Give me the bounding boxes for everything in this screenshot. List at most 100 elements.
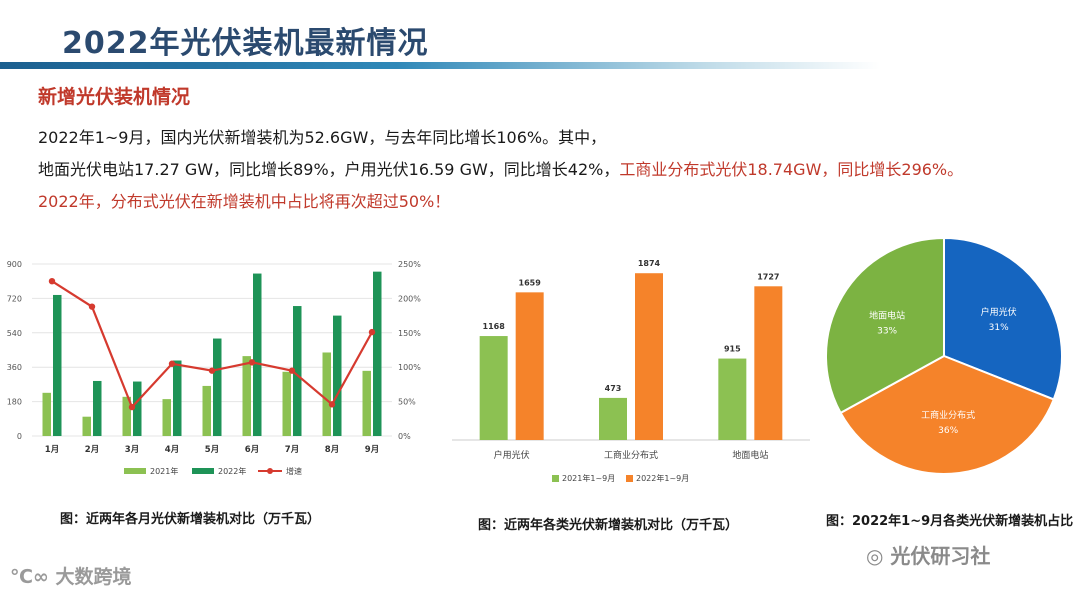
bar-2021 <box>82 416 91 436</box>
bar-2021 <box>362 370 371 436</box>
y-tick-label: 180 <box>7 398 22 407</box>
watermark-left-text: 大数跨境 <box>55 566 132 588</box>
bar-2022 <box>93 380 102 436</box>
data-label: 1727 <box>757 272 779 281</box>
x-tick-label: 工商业分布式 <box>604 449 658 461</box>
legend-swatch-2022 <box>192 468 214 474</box>
bar-2022 <box>373 271 382 436</box>
watermark-right: ◎ 光伏研习社 <box>866 540 990 569</box>
y2-tick-label: 50% <box>398 398 416 407</box>
growth-point <box>288 367 296 374</box>
section-heading: 新增光伏装机情况 <box>38 86 191 108</box>
slice-value: 31% <box>989 323 1009 333</box>
legend-label-2021: 2021年 <box>150 466 178 476</box>
summary-line-2-normal: 地面光伏电站17.27 GW，同比增长89%，户用光伏16.59 GW，同比增长… <box>38 160 620 179</box>
summary-line-3: 2022年，分布式光伏在新增装机中占比将再次超过50%！ <box>38 192 451 211</box>
bar-2021 <box>718 358 747 440</box>
pie-slice <box>839 354 1056 475</box>
slice-value: 33% <box>877 326 897 336</box>
growth-point <box>128 403 136 411</box>
growth-point <box>88 303 96 310</box>
pie-slice <box>825 238 945 415</box>
y2-tick-label: 250% <box>398 260 421 269</box>
legend-label-growth: 增速 <box>286 466 302 476</box>
growth-point <box>208 367 216 374</box>
chart3-caption: 图：2022年1~9月各类光伏新增装机占比 <box>826 514 1074 529</box>
growth-point <box>248 359 256 366</box>
bar-2022 <box>173 360 182 436</box>
watermark-left: ℃∞ 大数跨境 <box>10 562 131 589</box>
bar-2022 <box>53 294 62 436</box>
title-underline <box>0 62 880 69</box>
x-tick-label: 9月 <box>365 445 379 455</box>
summary-line-1: 2022年1~9月，国内光伏新增装机为52.6GW，与去年同比增长106%。其中… <box>38 128 607 147</box>
y2-tick-label: 100% <box>398 363 421 372</box>
watermark-right-text: 光伏研习社 <box>890 544 991 568</box>
data-label: 473 <box>605 384 622 393</box>
x-tick-label: 7月 <box>285 445 299 455</box>
bar-2021 <box>479 336 508 440</box>
data-label: 1659 <box>519 278 542 287</box>
x-tick-label: 8月 <box>325 445 339 455</box>
wechat-icon: ◎ <box>866 544 891 568</box>
growth-point <box>328 401 336 408</box>
summary-line-2-highlight: 工商业分布式光伏18.74GW，同比增长296%。 <box>619 160 964 179</box>
data-label: 1168 <box>483 322 506 331</box>
bar-2022 <box>293 306 302 436</box>
monthly-comparison-chart: 0 180 360 540 720 900 0% 50% 100% 150% 200% 250% 1月 2… <box>7 260 422 476</box>
legend-swatch-2021 <box>124 468 146 474</box>
bar-2021 <box>162 399 171 436</box>
bar-2022 <box>754 286 783 440</box>
legend-label-2022: 2022年1~9月 <box>636 473 689 483</box>
page-title: 2022年光伏装机最新情况 <box>62 26 429 61</box>
x-tick-label: 3月 <box>125 445 139 455</box>
y-tick-label: 0 <box>17 432 22 441</box>
y2-tick-label: 150% <box>398 329 421 338</box>
summary-line-2: 地面光伏电站17.27 GW，同比增长89%，户用光伏16.59 GW，同比增长… <box>38 160 1078 180</box>
y2-tick-label: 200% <box>398 294 421 303</box>
y-tick-label: 540 <box>7 329 22 338</box>
x-tick-label: 4月 <box>165 445 179 455</box>
legend-marker-growth <box>267 468 273 474</box>
share-pie-chart: 户用光伏 31% 工商业分布式 36% 地面电站 33% <box>825 238 1063 475</box>
growth-point <box>48 278 56 285</box>
legend-label-2021: 2021年1~9月 <box>562 473 615 483</box>
chart2-caption: 图：近两年各类光伏新增装机对比（万千瓦） <box>478 518 739 533</box>
bar-2022 <box>253 273 262 436</box>
bar-2022 <box>333 315 342 436</box>
bar-2022 <box>635 273 663 440</box>
y-tick-label: 720 <box>7 294 22 303</box>
bar-2021 <box>42 392 51 436</box>
data-label: 1874 <box>638 259 661 268</box>
bar-2021 <box>599 397 627 440</box>
bar-2022 <box>515 292 544 440</box>
x-tick-label: 6月 <box>245 445 259 455</box>
bar-2021 <box>322 352 331 436</box>
category-comparison-chart: 1168 1659 户用光伏 473 1874 工商业分布式 915 1727 地面电站 2021… <box>452 259 810 483</box>
x-tick-label: 地面电站 <box>732 449 768 461</box>
bar-2021 <box>282 371 291 436</box>
x-tick-label: 2月 <box>85 445 99 455</box>
watermark-logo-icon: ℃∞ <box>10 566 56 588</box>
slice-label: 户用光伏 <box>981 306 1017 318</box>
slice-label: 工商业分布式 <box>921 409 975 421</box>
bar-2021 <box>202 385 211 436</box>
pie-slice <box>943 238 1063 401</box>
x-tick-label: 5月 <box>205 445 219 455</box>
slice-label: 地面电站 <box>869 309 905 321</box>
legend-swatch-2021 <box>552 475 559 482</box>
bar-2022 <box>133 381 142 436</box>
y2-tick-label: 0% <box>398 432 411 441</box>
legend-swatch-2022 <box>626 475 633 482</box>
growth-point <box>368 328 376 336</box>
y-tick-label: 360 <box>7 363 22 372</box>
data-label: 915 <box>724 345 741 354</box>
legend-label-2022: 2022年 <box>218 466 246 476</box>
bar-2021 <box>122 396 131 436</box>
y-tick-label: 900 <box>7 260 22 269</box>
bar-2022 <box>213 338 222 436</box>
chart1-caption: 图：近两年各月光伏新增装机对比（万千瓦） <box>60 512 321 527</box>
growth-point <box>168 360 176 367</box>
bar-2021 <box>242 356 251 436</box>
slice-value: 36% <box>938 426 958 436</box>
